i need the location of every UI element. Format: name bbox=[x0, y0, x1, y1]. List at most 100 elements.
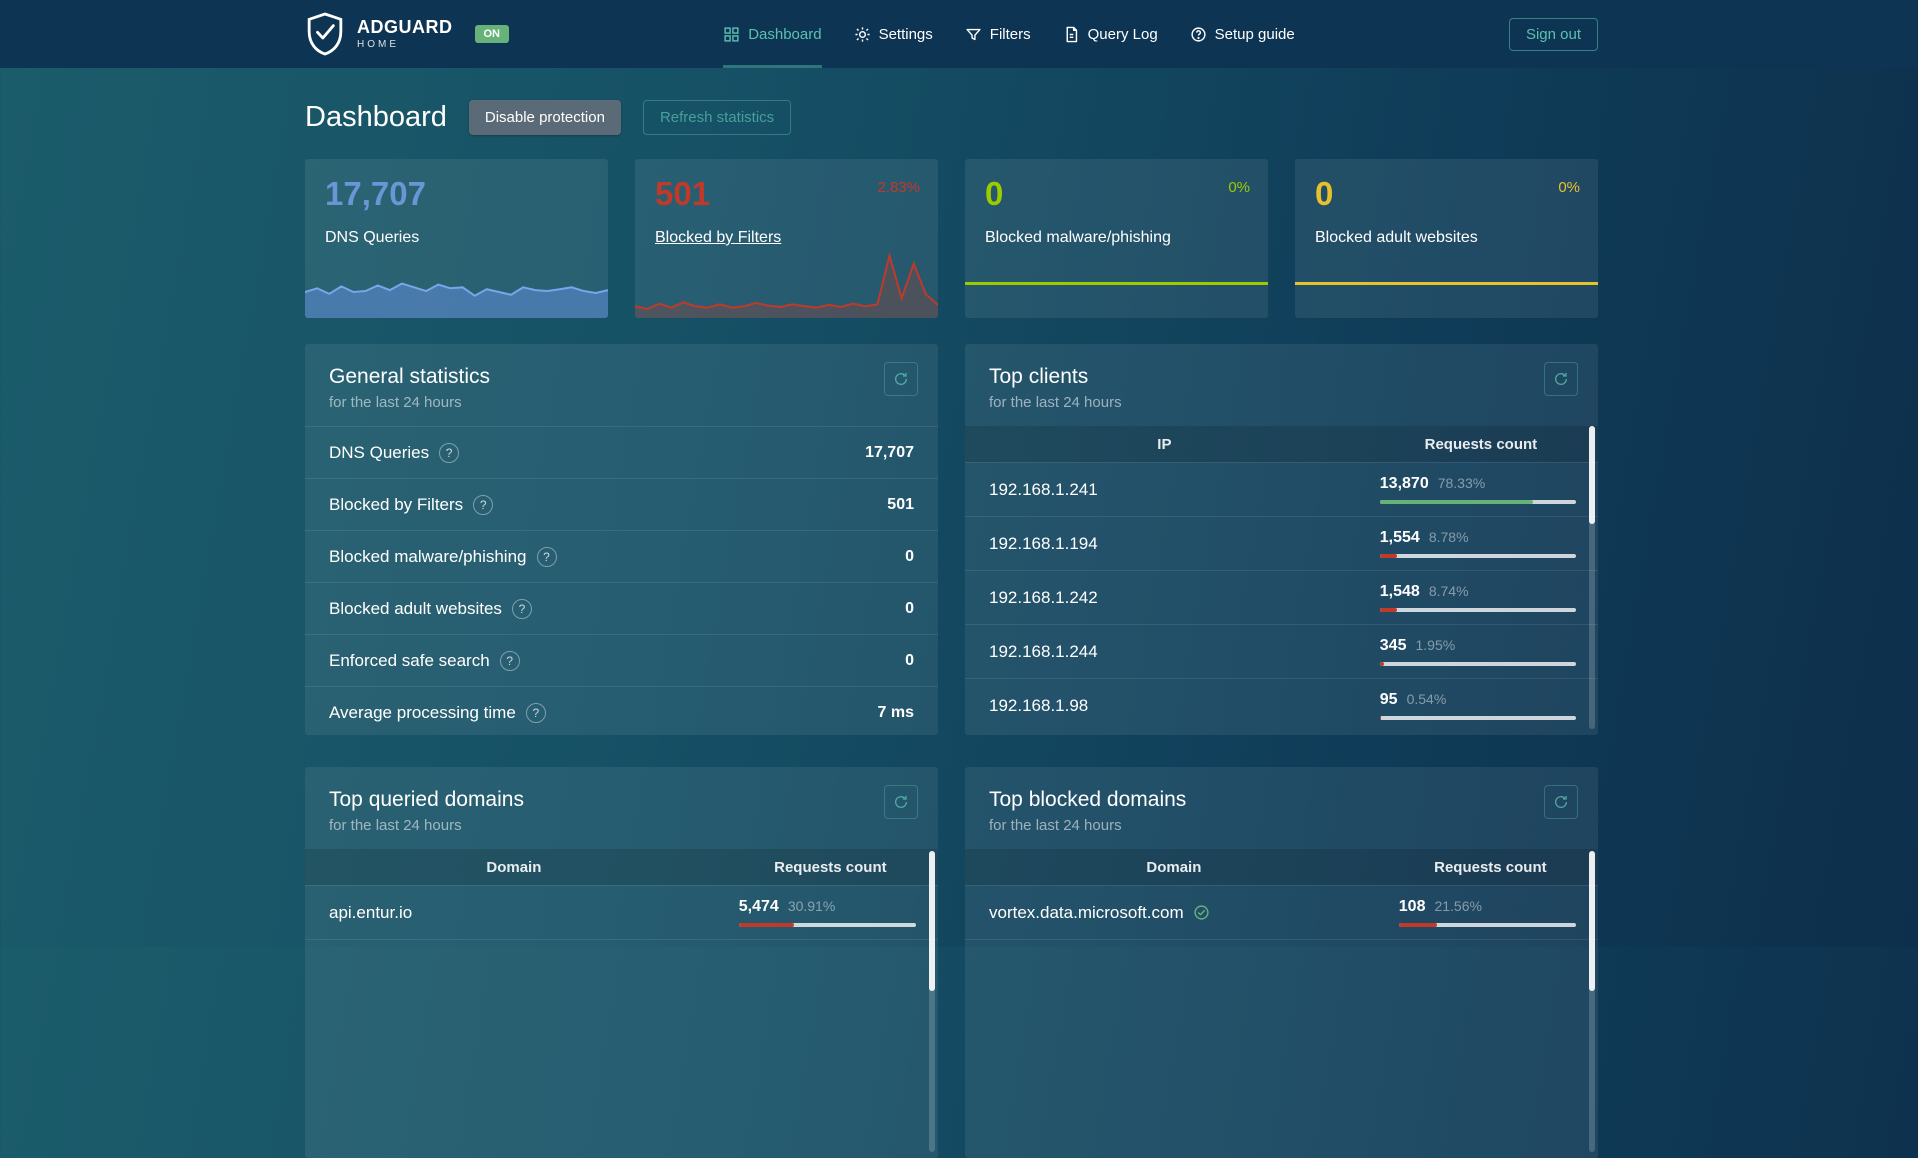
help-icon[interactable]: ? bbox=[439, 442, 460, 463]
scrollbar-track bbox=[1589, 426, 1595, 729]
scrollbar-thumb[interactable] bbox=[1589, 426, 1595, 524]
refresh-icon bbox=[1553, 371, 1569, 387]
card-label: Blocked adult websites bbox=[1315, 229, 1478, 246]
refresh-icon bbox=[1553, 794, 1569, 810]
nav-settings[interactable]: Settings bbox=[854, 0, 933, 68]
stat-cards: 17,707 DNS Queries 501 2.83% Blocked by … bbox=[305, 159, 1598, 318]
panel-title: General statistics bbox=[329, 365, 491, 388]
stat-label: Enforced safe search bbox=[329, 650, 490, 670]
client-ip: 192.168.1.98 bbox=[989, 695, 1089, 715]
nav-query-log[interactable]: Query Log bbox=[1063, 0, 1158, 68]
scrollbar-thumb[interactable] bbox=[929, 851, 935, 991]
blocked-sparkline bbox=[635, 244, 938, 318]
disable-protection-button[interactable]: Disable protection bbox=[468, 100, 621, 135]
domain-name: vortex.data.microsoft.com bbox=[989, 902, 1184, 922]
card-dns-queries: 17,707 DNS Queries bbox=[305, 159, 608, 318]
request-bar bbox=[1379, 500, 1576, 504]
help-icon[interactable]: ? bbox=[511, 598, 532, 619]
request-bar bbox=[1379, 554, 1576, 558]
nav-setup-guide[interactable]: Setup guide bbox=[1190, 0, 1295, 68]
domain-name: api.entur.io bbox=[329, 902, 413, 922]
document-icon bbox=[1063, 26, 1080, 43]
card-percent: 2.83% bbox=[877, 179, 920, 196]
main-nav: Dashboard Settings Filters Query Log Set… bbox=[509, 0, 1509, 68]
request-percent: 21.56% bbox=[1434, 898, 1482, 914]
gear-icon bbox=[854, 26, 871, 43]
table-row-partial bbox=[305, 939, 938, 993]
stat-value: 17,707 bbox=[865, 443, 914, 461]
card-percent: 0% bbox=[1558, 179, 1580, 196]
request-percent: 0.54% bbox=[1406, 691, 1447, 707]
top-header: ADGUARD HOME ON Dashboard Settings Filte… bbox=[0, 0, 1918, 68]
scrollbar-thumb[interactable] bbox=[1589, 851, 1595, 991]
table-row: 192.168.1.244 345 1.95% bbox=[965, 624, 1598, 678]
top-blocked-domains-panel: Top blocked domains for the last 24 hour… bbox=[965, 767, 1598, 1158]
stat-row: DNS Queries? 17,707 bbox=[305, 426, 938, 478]
request-bar bbox=[738, 923, 916, 927]
card-value: 501 bbox=[655, 175, 711, 212]
refresh-icon bbox=[893, 794, 909, 810]
nav-dashboard[interactable]: Dashboard bbox=[723, 0, 822, 68]
card-label: DNS Queries bbox=[325, 229, 420, 246]
dns-queries-sparkline bbox=[305, 266, 608, 318]
table-header: IP Requests count bbox=[965, 426, 1598, 462]
column-header-requests: Requests count bbox=[1434, 858, 1547, 876]
request-percent: 78.33% bbox=[1437, 475, 1486, 491]
card-blocked-adult: 0 0% Blocked adult websites bbox=[1295, 159, 1598, 318]
sign-out-button[interactable]: Sign out bbox=[1508, 17, 1598, 51]
nav-filters[interactable]: Filters bbox=[965, 0, 1031, 68]
malware-flatline-chart bbox=[965, 282, 1268, 285]
card-value: 17,707 bbox=[325, 175, 426, 212]
blocked-by-filters-link[interactable]: Blocked by Filters bbox=[655, 229, 782, 246]
help-icon[interactable]: ? bbox=[536, 546, 557, 567]
brand-sub: HOME bbox=[357, 39, 399, 50]
column-header-requests: Requests count bbox=[774, 858, 887, 876]
request-bar bbox=[1379, 716, 1576, 720]
stat-label: Blocked malware/phishing bbox=[329, 546, 527, 566]
top-clients-panel: Top clients for the last 24 hours IP Req… bbox=[965, 344, 1598, 735]
nav-label: Settings bbox=[878, 25, 933, 43]
table-row: 192.168.1.98 95 0.54% bbox=[965, 678, 1598, 732]
help-icon[interactable]: ? bbox=[473, 494, 494, 515]
general-statistics-panel: General statistics for the last 24 hours… bbox=[305, 344, 938, 735]
adult-flatline-chart bbox=[1295, 282, 1598, 285]
request-bar bbox=[1379, 608, 1576, 612]
stat-label: Average processing time bbox=[329, 702, 516, 722]
client-ip: 192.168.1.241 bbox=[989, 479, 1098, 499]
card-value: 0 bbox=[1315, 175, 1334, 212]
refresh-button[interactable] bbox=[884, 785, 918, 819]
request-percent: 8.74% bbox=[1428, 583, 1469, 599]
card-blocked-malware: 0 0% Blocked malware/phishing bbox=[965, 159, 1268, 318]
table-row: 192.168.1.241 13,870 78.33% bbox=[965, 462, 1598, 516]
refresh-statistics-button[interactable]: Refresh statistics bbox=[642, 100, 792, 135]
stat-row: Average processing time? 7 ms bbox=[305, 686, 938, 735]
help-icon[interactable]: ? bbox=[525, 702, 546, 723]
table-row: 192.168.1.242 1,548 8.74% bbox=[965, 570, 1598, 624]
nav-label: Query Log bbox=[1087, 25, 1158, 43]
column-header-domain: Domain bbox=[486, 858, 542, 876]
question-circle-icon bbox=[1190, 26, 1207, 43]
filter-funnel-icon bbox=[965, 26, 982, 43]
card-blocked-by-filters: 501 2.83% Blocked by Filters bbox=[635, 159, 938, 318]
refresh-button[interactable] bbox=[884, 362, 918, 396]
card-percent: 0% bbox=[1228, 179, 1250, 196]
help-icon[interactable]: ? bbox=[499, 650, 520, 671]
stat-value: 501 bbox=[887, 495, 914, 513]
page-title: Dashboard bbox=[305, 101, 447, 133]
request-percent: 1.95% bbox=[1415, 637, 1456, 653]
dashboard-page: Dashboard Disable protection Refresh sta… bbox=[305, 68, 1598, 1158]
stat-row: Blocked adult websites? 0 bbox=[305, 582, 938, 634]
stat-label: DNS Queries bbox=[329, 442, 430, 462]
nav-label: Filters bbox=[989, 25, 1031, 43]
column-header-ip: IP bbox=[1157, 435, 1172, 453]
table-header: Domain Requests count bbox=[965, 849, 1598, 885]
stat-value: 0 bbox=[905, 547, 914, 565]
column-header-domain: Domain bbox=[1146, 858, 1202, 876]
refresh-button[interactable] bbox=[1544, 785, 1578, 819]
request-count: 95 bbox=[1379, 691, 1398, 708]
request-count: 13,870 bbox=[1379, 475, 1429, 492]
stat-row: Blocked by Filters? 501 bbox=[305, 478, 938, 530]
card-value: 0 bbox=[985, 175, 1004, 212]
request-percent: 30.91% bbox=[787, 898, 836, 914]
refresh-button[interactable] bbox=[1544, 362, 1578, 396]
